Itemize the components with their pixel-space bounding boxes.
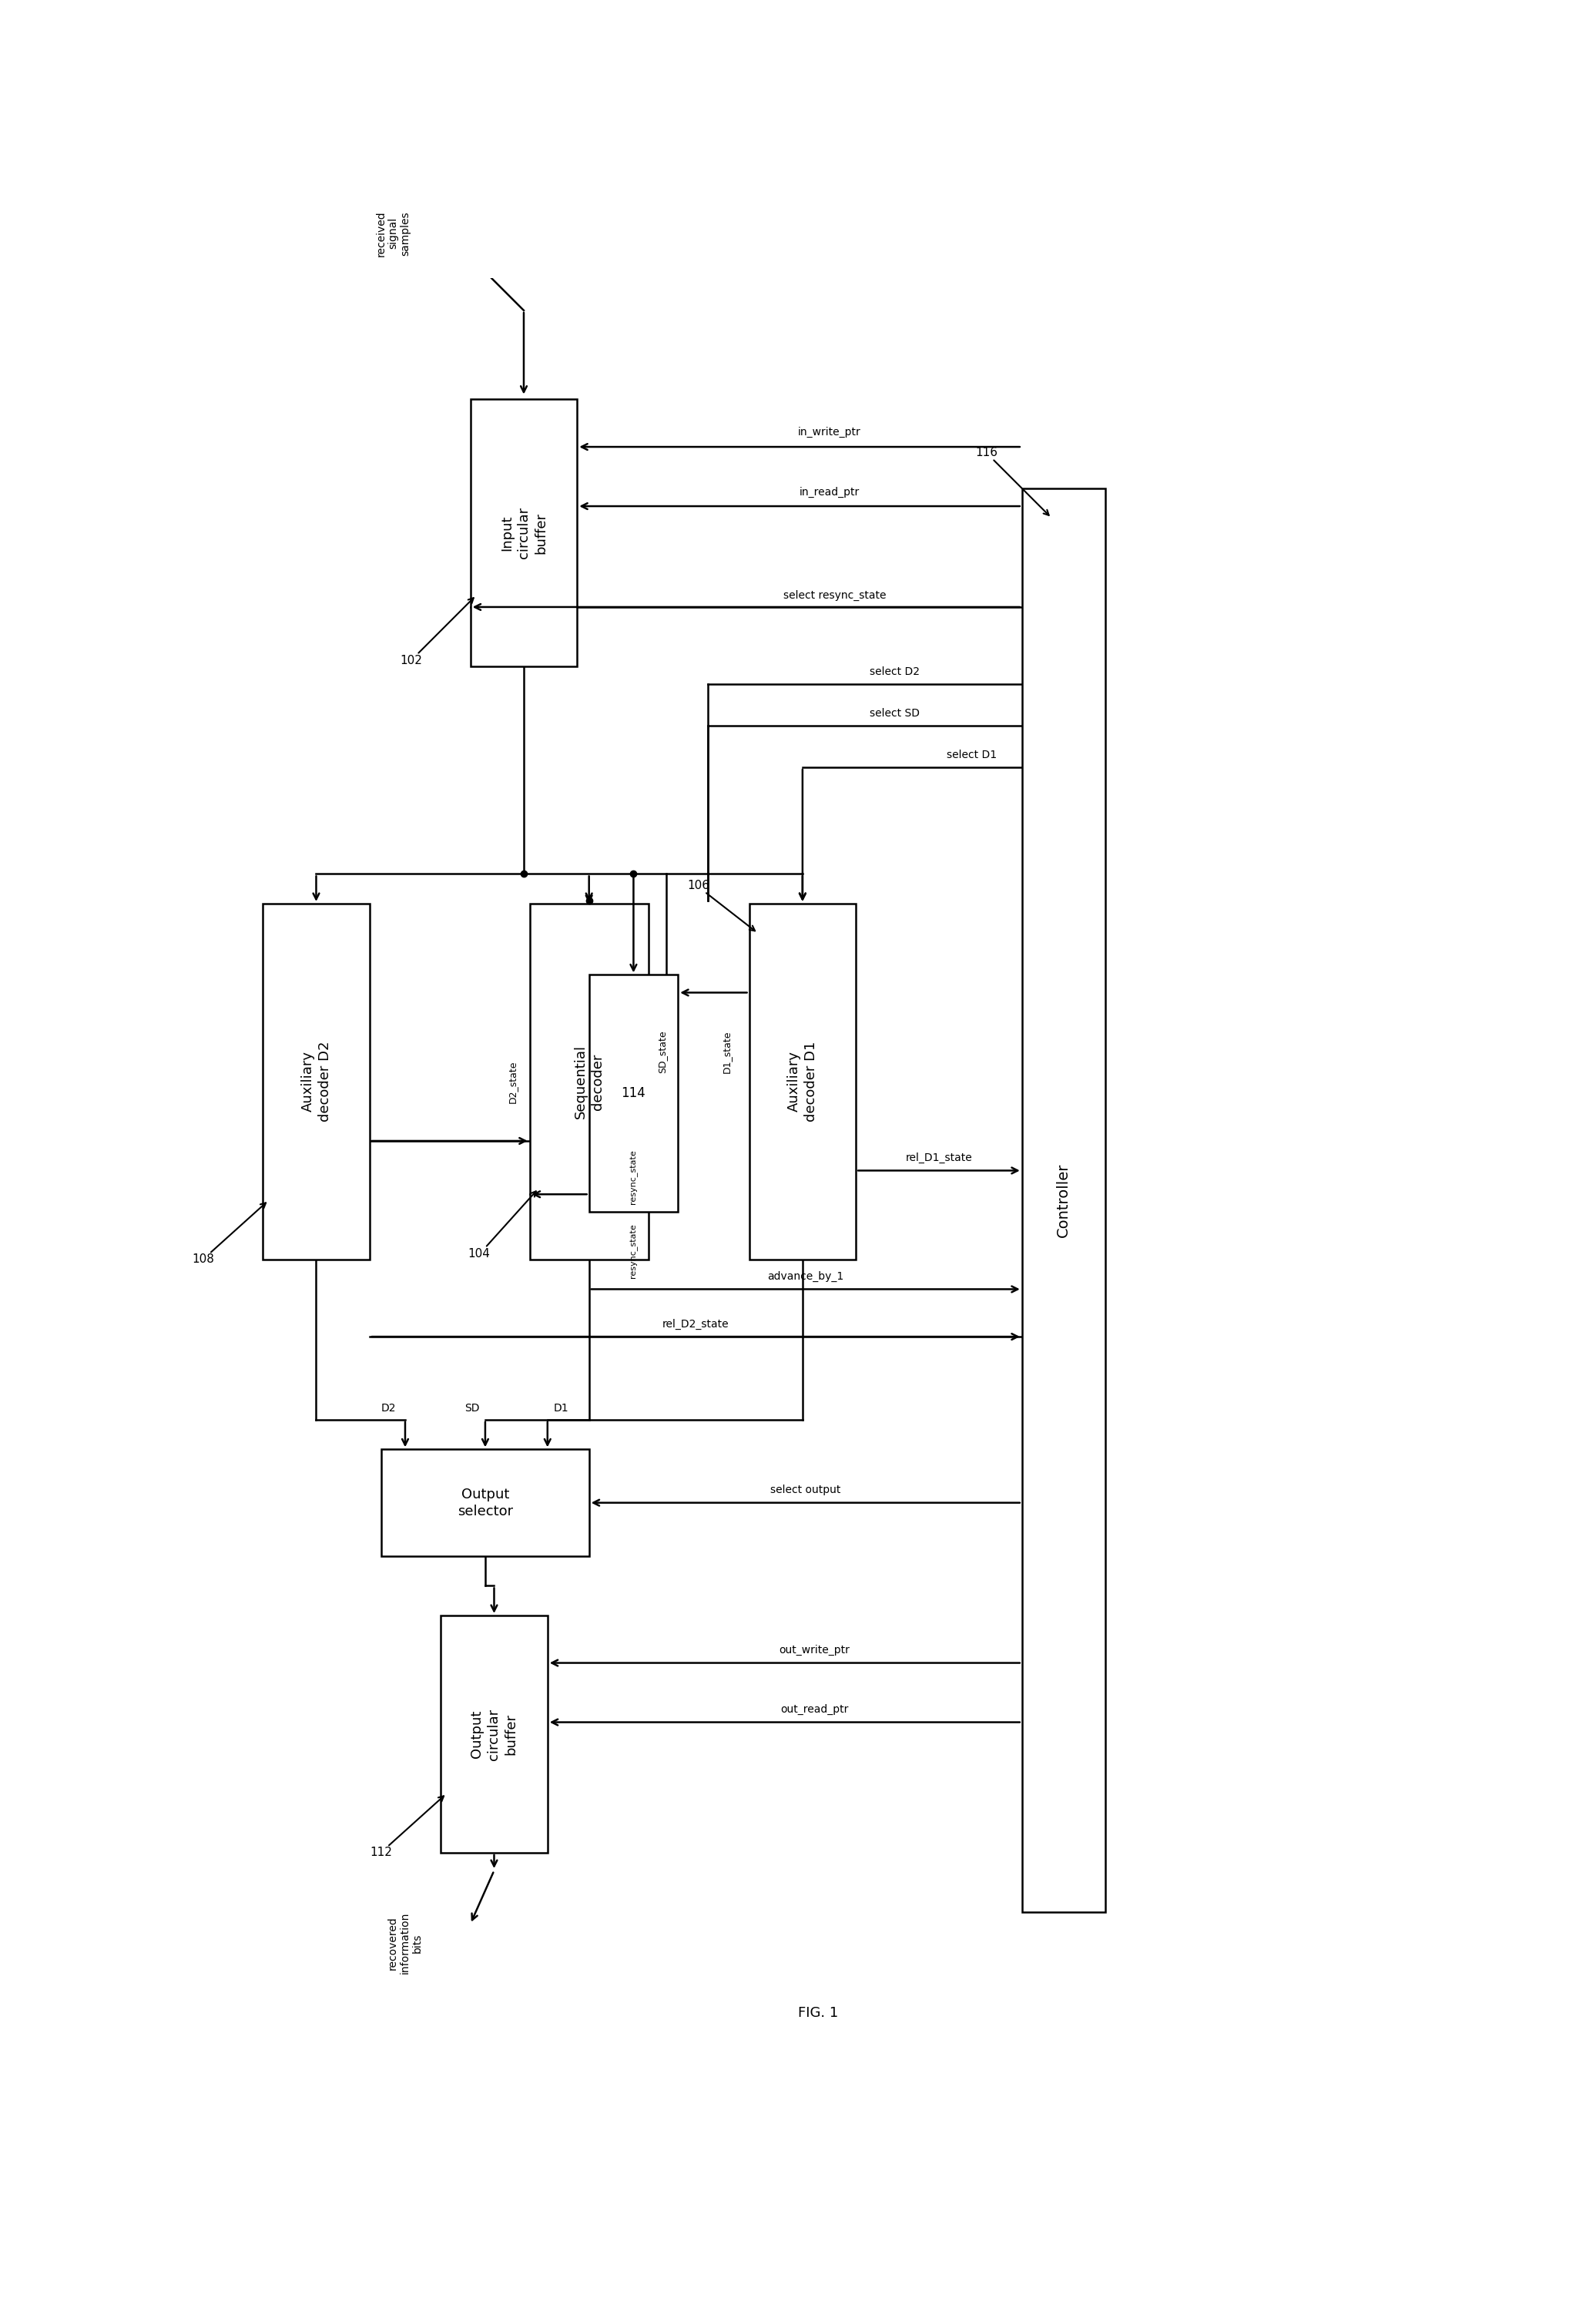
Text: FIG. 1: FIG. 1 — [798, 2007, 838, 2019]
Text: 104: 104 — [468, 1248, 490, 1259]
FancyBboxPatch shape — [589, 975, 678, 1213]
Text: 102: 102 — [401, 655, 423, 667]
Text: rel_D1_state: rel_D1_state — [905, 1153, 972, 1164]
Text: rel_D2_state: rel_D2_state — [662, 1320, 729, 1329]
Text: out_read_ptr: out_read_ptr — [780, 1704, 849, 1715]
Text: advance_by_1: advance_by_1 — [768, 1271, 844, 1283]
Text: select D2: select D2 — [870, 667, 919, 676]
Text: resync_state: resync_state — [629, 1225, 637, 1278]
Text: 106: 106 — [688, 880, 710, 891]
Text: 108: 108 — [193, 1255, 214, 1266]
Text: recovered
information
bits: recovered information bits — [388, 1912, 423, 1975]
FancyBboxPatch shape — [1021, 488, 1104, 1912]
Text: received
signal
samples: received signal samples — [375, 211, 412, 257]
Text: Output
circular
buffer: Output circular buffer — [471, 1708, 519, 1759]
FancyBboxPatch shape — [381, 1449, 589, 1556]
Text: select SD: select SD — [870, 708, 919, 718]
Text: D1: D1 — [554, 1403, 568, 1414]
FancyBboxPatch shape — [471, 400, 578, 667]
Text: D1_state: D1_state — [721, 1030, 731, 1074]
Text: select D1: select D1 — [946, 750, 996, 759]
Text: Auxiliary
decoder D1: Auxiliary decoder D1 — [787, 1042, 819, 1123]
FancyBboxPatch shape — [263, 903, 370, 1259]
FancyBboxPatch shape — [749, 903, 855, 1259]
Text: select resync_state: select resync_state — [784, 590, 886, 602]
Text: resync_state: resync_state — [629, 1148, 637, 1204]
Text: Output
selector: Output selector — [458, 1486, 512, 1519]
Text: SD_state: SD_state — [658, 1030, 667, 1074]
Text: select output: select output — [771, 1484, 841, 1495]
Text: in_write_ptr: in_write_ptr — [798, 426, 860, 438]
Text: Input
circular
buffer: Input circular buffer — [500, 507, 547, 558]
Text: 116: 116 — [975, 447, 998, 458]
Text: 112: 112 — [370, 1847, 393, 1859]
Text: Controller: Controller — [1057, 1162, 1071, 1236]
Text: Sequential
decoder: Sequential decoder — [573, 1044, 605, 1118]
Text: Auxiliary
decoder D2: Auxiliary decoder D2 — [300, 1042, 332, 1123]
Text: out_write_ptr: out_write_ptr — [779, 1646, 849, 1655]
Text: D2: D2 — [381, 1403, 396, 1414]
FancyBboxPatch shape — [440, 1616, 547, 1852]
Text: in_read_ptr: in_read_ptr — [800, 486, 859, 498]
Text: D2_state: D2_state — [508, 1060, 517, 1102]
Text: 114: 114 — [621, 1086, 646, 1100]
Text: SD: SD — [464, 1403, 479, 1414]
FancyBboxPatch shape — [530, 903, 648, 1259]
